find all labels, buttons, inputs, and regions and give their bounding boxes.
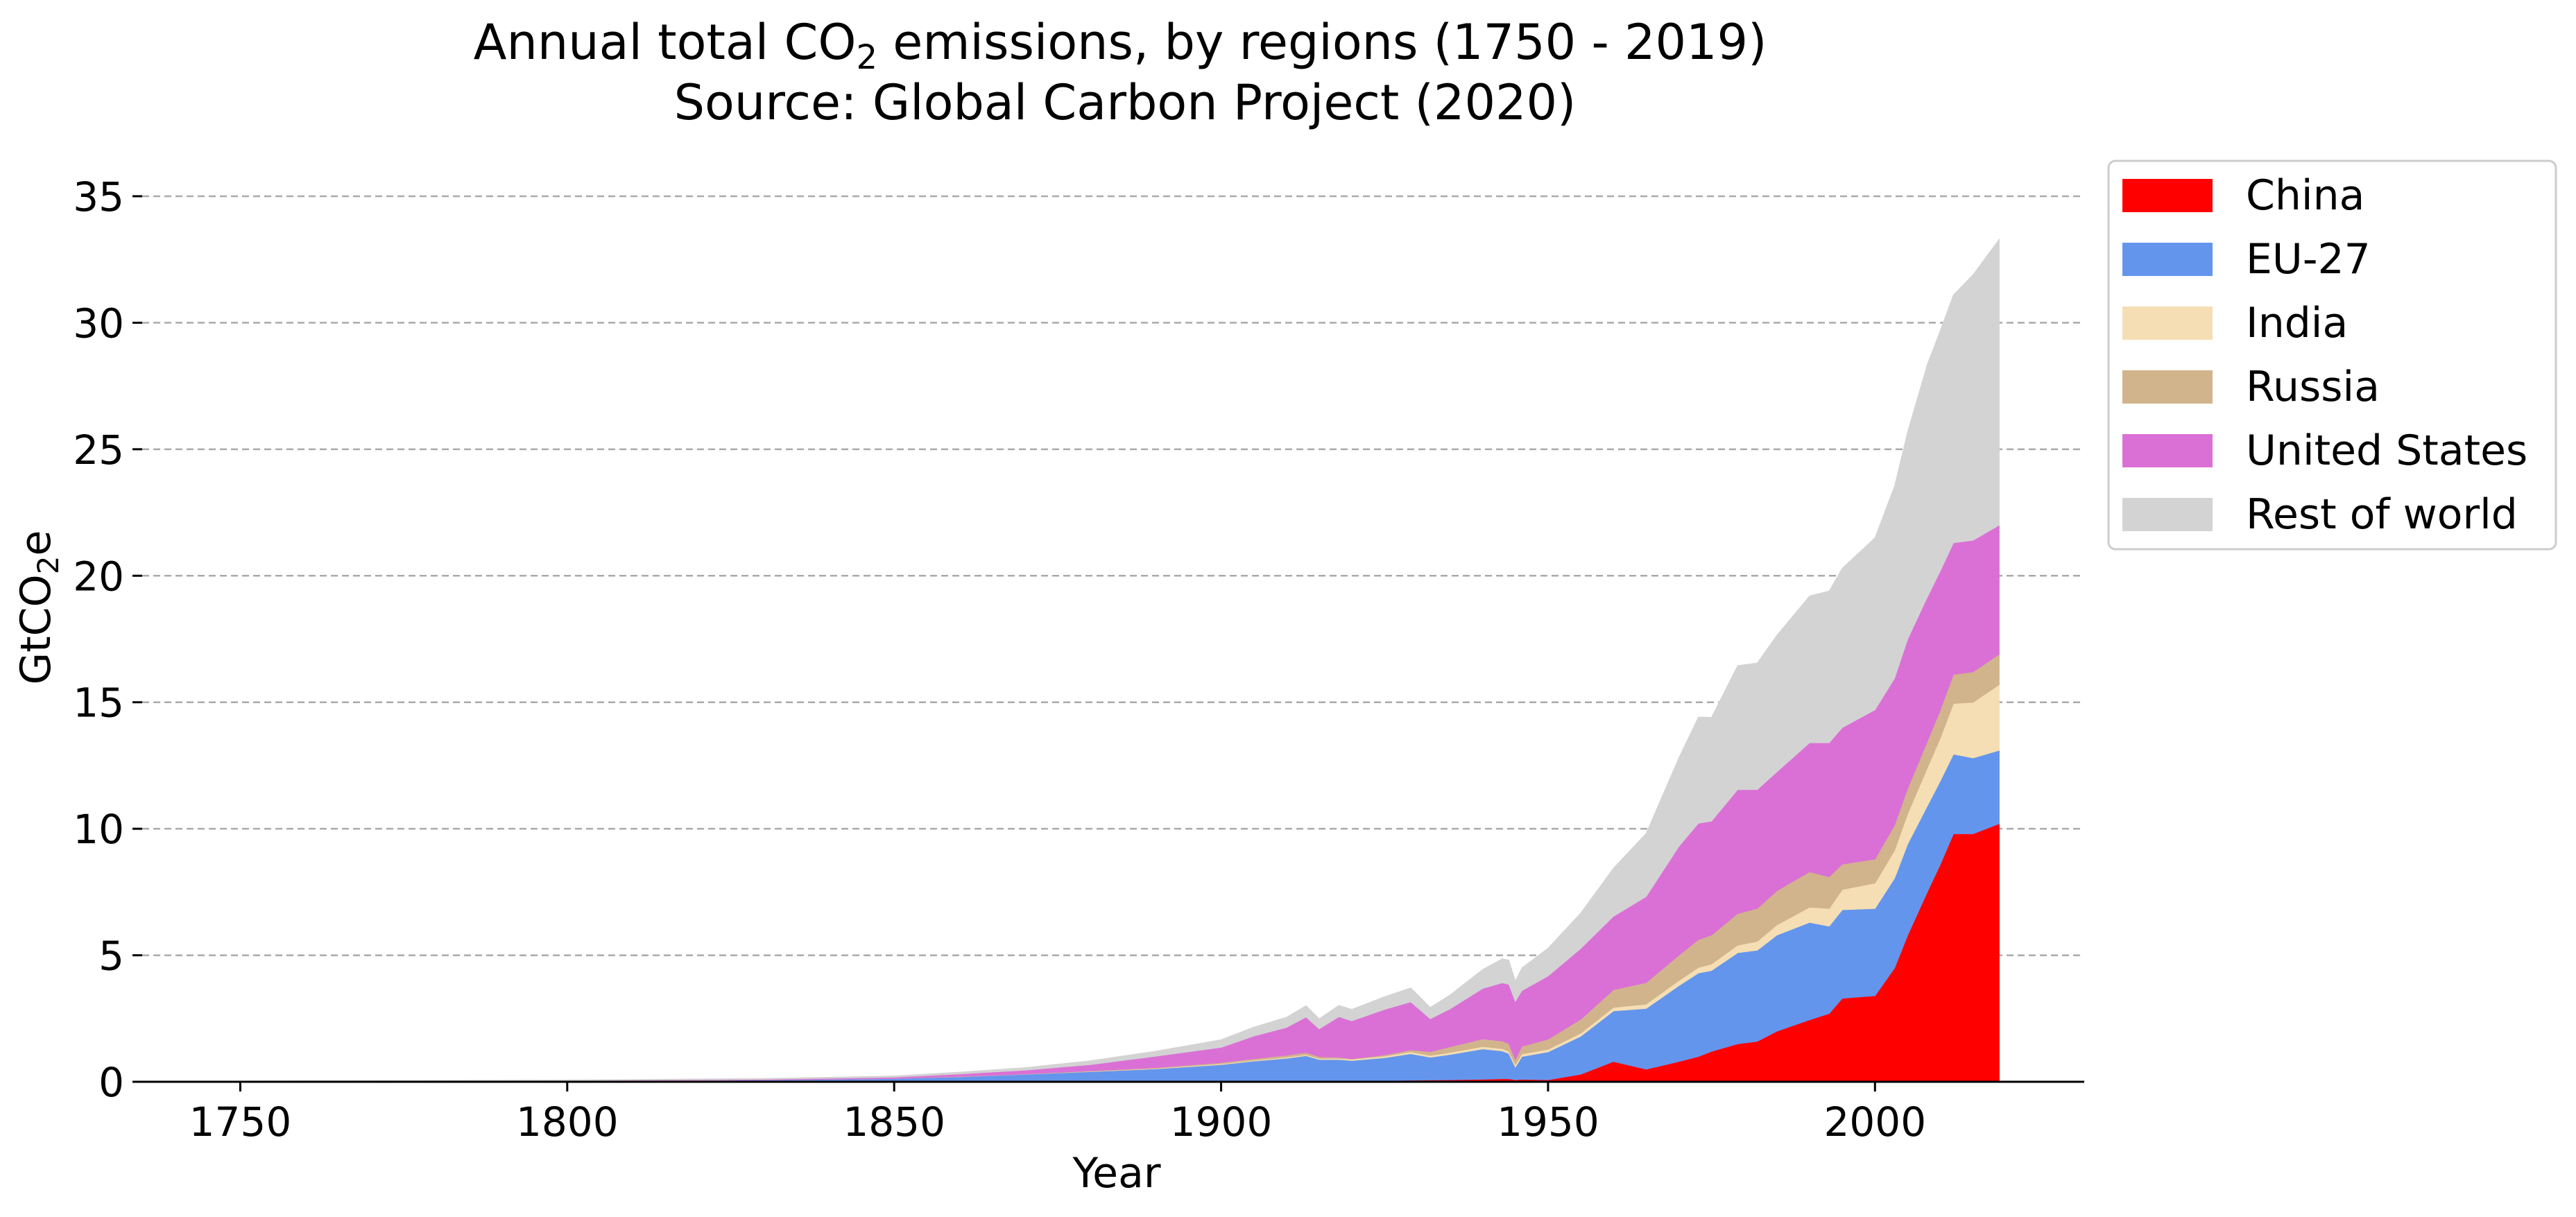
title-subscript: 2 — [856, 38, 877, 77]
y-ticks: 0 5 10 15 20 25 30 35 — [73, 173, 142, 1106]
legend-label-china: China — [2246, 171, 2364, 220]
y-tick-label: 15 — [73, 680, 124, 727]
y-axis-label: GtCO2e — [12, 530, 65, 685]
legend-swatch-china — [2122, 179, 2213, 212]
legend-label-rest-of-world: Rest of world — [2246, 490, 2518, 539]
x-tick-label: 2000 — [1824, 1098, 1927, 1146]
y-tick-label: 25 — [73, 426, 124, 474]
ylabel-rest: e — [12, 530, 60, 556]
chart-title-line2: Source: Global Carbon Project (2020) — [674, 74, 1577, 131]
title-rest: emissions, by regions (1750 - 2019) — [877, 14, 1767, 71]
legend-label-eu-27: EU-27 — [2246, 235, 2371, 284]
x-tick-label: 1900 — [1170, 1098, 1273, 1146]
y-tick-label: 5 — [98, 933, 124, 980]
x-tick-label: 1750 — [189, 1098, 292, 1146]
legend-swatch-russia — [2122, 370, 2213, 404]
chart-title: Annual total CO2 emissions, by regions (… — [474, 14, 1767, 131]
x-tick-label: 1800 — [516, 1098, 619, 1146]
legend-swatch-united-states — [2122, 434, 2213, 467]
title-main: Annual total CO — [474, 14, 857, 71]
x-tick-label: 1950 — [1497, 1098, 1599, 1146]
ylabel-subscript: 2 — [31, 556, 65, 575]
y-tick-label: 20 — [73, 553, 124, 600]
legend-swatch-rest-of-world — [2122, 498, 2213, 531]
legend: China EU-27 India Russia United States Rest o… — [2107, 159, 2557, 551]
y-tick-label: 10 — [73, 806, 124, 853]
x-ticks: 1750 1800 1850 1900 1950 2000 — [189, 1082, 1927, 1146]
stacked-areas — [239, 238, 2000, 1082]
x-axis-label: Year — [1072, 1149, 1160, 1198]
x-tick-label: 1850 — [843, 1098, 945, 1146]
ylabel-main: GtCO — [12, 574, 60, 684]
y-tick-label: 35 — [73, 173, 124, 221]
chart-title-line1: Annual total CO2 emissions, by regions (… — [474, 14, 1767, 77]
y-tick-label: 0 — [98, 1059, 124, 1106]
gridlines — [142, 195, 2084, 956]
legend-label-russia: Russia — [2246, 363, 2380, 411]
legend-label-united-states: United States — [2246, 426, 2527, 475]
legend-swatch-eu-27 — [2122, 243, 2213, 276]
legend-frame — [2107, 159, 2557, 551]
legend-swatch-india — [2122, 307, 2213, 340]
legend-label-india: India — [2246, 299, 2348, 347]
y-tick-label: 30 — [73, 300, 124, 347]
area-rest-of-world — [239, 238, 2000, 1082]
